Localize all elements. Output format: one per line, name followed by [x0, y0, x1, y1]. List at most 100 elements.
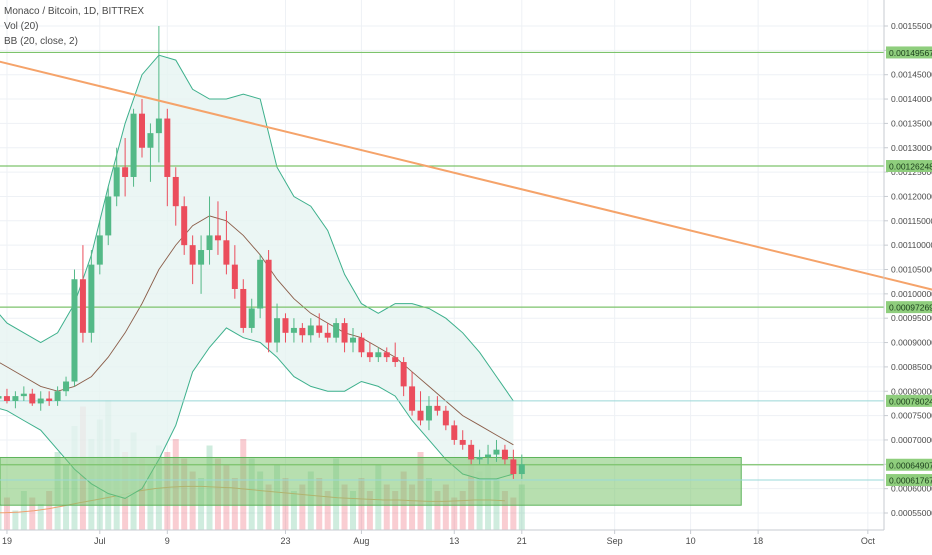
- legend-volume[interactable]: Vol (20): [4, 21, 39, 32]
- candle-body: [468, 444, 475, 460]
- candle: [46, 391, 53, 406]
- candle: [476, 449, 483, 465]
- price-tick-label: 0.00055000: [891, 508, 932, 518]
- volume-bar: [46, 491, 53, 530]
- candle: [392, 342, 399, 367]
- volume-bar: [366, 491, 373, 530]
- candle-body: [37, 398, 44, 404]
- price-tick-label: 0.00100000: [891, 289, 932, 299]
- candle: [282, 313, 289, 343]
- candle-body: [510, 459, 517, 475]
- candle-body: [265, 259, 272, 343]
- candle-body: [417, 410, 424, 421]
- candle-body: [231, 264, 238, 289]
- bollinger-band-fill: [0, 55, 514, 499]
- candle-body: [316, 325, 323, 333]
- candle: [54, 386, 61, 406]
- price-tick-label: 0.00075000: [891, 411, 932, 421]
- price-tick-label: 0.00155000: [891, 21, 932, 31]
- candle-body: [240, 288, 247, 328]
- candle: [518, 454, 525, 479]
- candle-body: [307, 325, 314, 336]
- candle: [37, 391, 44, 411]
- candle-body: [130, 113, 137, 177]
- candle: [417, 391, 424, 426]
- time-tick-label: Jul: [94, 536, 106, 546]
- candle: [333, 318, 340, 343]
- candle: [358, 332, 365, 358]
- candle-body: [274, 318, 281, 343]
- candle-body: [20, 393, 27, 397]
- candle-body: [29, 393, 36, 404]
- candle: [79, 245, 86, 343]
- price-level-label: 0.00149567: [889, 48, 932, 58]
- candle-body: [485, 454, 492, 457]
- price-level-label-bg: [886, 458, 932, 471]
- volume-bar: [37, 504, 44, 530]
- candle-body: [3, 396, 10, 401]
- candle-body: [366, 352, 373, 358]
- time-tick-label: Aug: [353, 536, 369, 546]
- volume-bar: [442, 484, 449, 530]
- volume-bar: [501, 491, 508, 530]
- candle: [350, 327, 356, 353]
- price-tick-label: 0.00130000: [891, 143, 932, 153]
- volume-bar: [0, 504, 2, 530]
- candle: [105, 186, 112, 246]
- candle-body: [459, 439, 466, 445]
- time-tick-label: Sep: [607, 536, 623, 546]
- price-tick-label: 0.00140000: [891, 94, 932, 104]
- legend-bollinger[interactable]: BB (20, close, 2): [4, 36, 78, 47]
- candle-body: [442, 410, 449, 426]
- chart-legend: Monaco / Bitcoin, 1D, BITTREX Vol (20) B…: [4, 4, 144, 49]
- candle-body: [113, 167, 120, 197]
- price-tick-label: 0.00090000: [891, 338, 932, 348]
- candle: [3, 388, 10, 404]
- candle-body: [79, 279, 86, 333]
- candle-body: [400, 362, 407, 387]
- candle: [485, 444, 492, 465]
- candle: [214, 201, 221, 255]
- time-tick-label: Oct: [861, 536, 876, 546]
- candle-body: [164, 118, 171, 177]
- price-level-label-bg: [886, 160, 932, 173]
- time-tick-label: 21: [517, 536, 527, 546]
- candles: [0, 26, 525, 479]
- price-tick-label: 0.00115000: [891, 216, 932, 226]
- candle: [290, 318, 297, 343]
- volume-bar: [3, 497, 10, 530]
- candle-body: [223, 240, 230, 265]
- candle-body: [290, 327, 297, 333]
- candle-body: [324, 332, 331, 338]
- legend-symbol[interactable]: Monaco / Bitcoin, 1D, BITTREX: [4, 6, 145, 17]
- candle: [0, 396, 2, 399]
- candle-body: [181, 206, 188, 246]
- candle-body: [139, 113, 145, 148]
- price-level-label-bg: [886, 301, 932, 314]
- candle-body: [299, 327, 306, 336]
- volume-bar: [12, 510, 19, 530]
- time-tick-label: 19: [2, 536, 12, 546]
- candle: [468, 439, 475, 465]
- volume-bar: [290, 491, 297, 530]
- trend-line: [0, 60, 932, 291]
- price-tick-label: 0.00145000: [891, 70, 932, 80]
- price-level-label-bg: [886, 394, 932, 407]
- volume-bar: [434, 491, 441, 530]
- price-axis: 0.001550000.001500000.001450000.00140000…: [883, 0, 932, 530]
- candle-body: [147, 133, 154, 148]
- candle-body: [451, 425, 458, 440]
- candle: [316, 313, 323, 338]
- time-tick-label: 9: [165, 536, 170, 546]
- price-tick-label: 0.00110000: [891, 240, 932, 250]
- candle: [189, 235, 196, 285]
- price-tick-label: 0.00105000: [891, 265, 932, 275]
- volume-bar: [350, 491, 356, 530]
- candle: [223, 211, 230, 275]
- price-tick-label: 0.00080000: [891, 386, 932, 396]
- price-level-label-bg: [886, 46, 932, 59]
- time-tick-label: 18: [753, 536, 763, 546]
- candle: [248, 298, 255, 333]
- candle-body: [476, 456, 483, 460]
- candle: [265, 250, 272, 353]
